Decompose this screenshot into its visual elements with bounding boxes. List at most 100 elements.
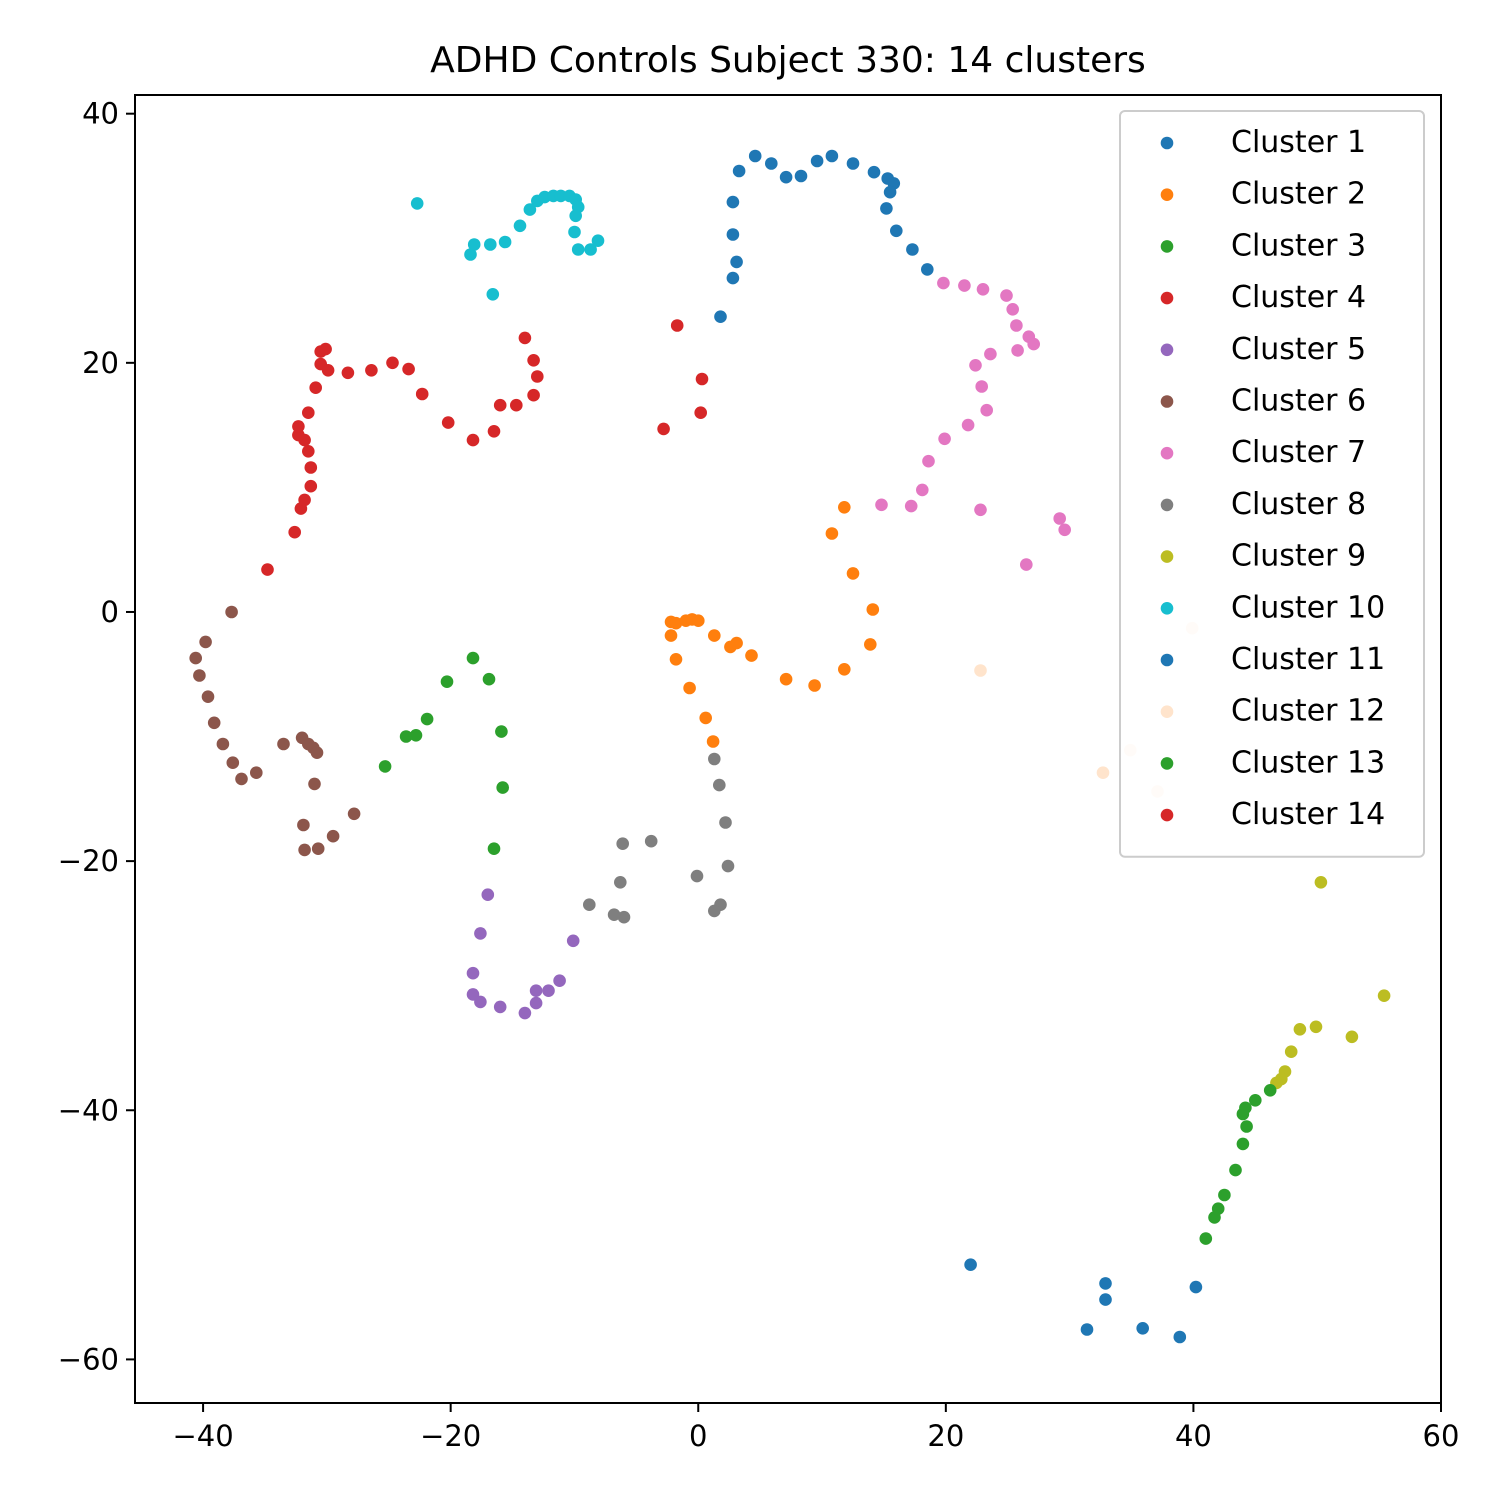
scatter-point-cluster-3	[495, 725, 508, 738]
scatter-point-cluster-3	[399, 730, 413, 743]
scatter-point-cluster-4	[531, 370, 544, 383]
scatter-point-cluster-7	[974, 503, 987, 517]
scatter-point-cluster-2	[706, 735, 720, 748]
scatter-point-cluster-7	[1000, 289, 1013, 302]
legend-marker	[1160, 343, 1174, 357]
scatter-point-cluster-3	[482, 672, 496, 686]
scatter-point-cluster-3	[487, 842, 501, 855]
scatter-point-cluster-4	[298, 493, 311, 507]
scatter-point-cluster-7	[975, 380, 988, 393]
scatter-point-cluster-7	[937, 276, 950, 290]
scatter-point-cluster-1	[748, 149, 762, 163]
scatter-point-cluster-5	[542, 984, 555, 997]
scatter-point-cluster-1	[921, 263, 934, 276]
scatter-point-cluster-4	[695, 372, 709, 386]
x-tick-label: −20	[420, 1419, 481, 1453]
scatter-point-cluster-5	[481, 888, 495, 901]
legend-label: Cluster 11	[1231, 642, 1385, 677]
scatter-point-cluster-2	[808, 679, 821, 692]
scatter-point-cluster-11	[1099, 1277, 1112, 1290]
scatter-point-cluster-6	[310, 746, 324, 759]
scatter-point-cluster-6	[216, 737, 230, 751]
scatter-point-cluster-4	[527, 388, 540, 402]
scatter-point-cluster-5	[529, 996, 543, 1010]
scatter-point-cluster-7	[961, 418, 975, 432]
legend-marker	[1160, 808, 1174, 822]
scatter-point-cluster-2	[825, 527, 839, 540]
legend-label: Cluster 3	[1231, 228, 1366, 263]
scatter-point-cluster-7	[1053, 512, 1066, 525]
scatter-point-cluster-1	[880, 202, 893, 215]
scatter-point-cluster-9	[1345, 1030, 1359, 1044]
scatter-point-cluster-2	[683, 681, 696, 695]
scatter-point-cluster-1	[732, 164, 746, 178]
scatter-point-cluster-4	[302, 406, 315, 420]
legend-label: Cluster 9	[1231, 539, 1366, 574]
scatter-point-cluster-11	[1136, 1322, 1149, 1335]
scatter-point-cluster-4	[670, 319, 684, 332]
scatter-point-cluster-10	[467, 238, 481, 251]
scatter-point-cluster-8	[713, 778, 726, 792]
scatter-point-cluster-13	[1208, 1211, 1221, 1224]
legend-label: Cluster 10	[1231, 590, 1385, 625]
legend-label: Cluster 4	[1231, 280, 1366, 315]
scatter-point-cluster-6	[297, 818, 310, 832]
scatter-point-cluster-3	[409, 729, 423, 742]
scatter-point-cluster-4	[321, 364, 335, 377]
plot-frame	[134, 94, 1442, 1404]
scatter-point-cluster-7	[922, 454, 935, 468]
scatter-point-cluster-10	[571, 243, 585, 256]
scatter-point-cluster-7	[1058, 523, 1071, 537]
x-tick-label: 0	[689, 1419, 707, 1453]
scatter-point-cluster-13	[1263, 1084, 1277, 1097]
legend-marker	[1160, 446, 1174, 460]
scatter-point-cluster-8	[708, 904, 721, 918]
scatter-point-cluster-13	[1199, 1232, 1213, 1245]
scatter-point-cluster-13	[1240, 1120, 1253, 1133]
scatter-point-cluster-6	[193, 669, 206, 682]
scatter-point-cluster-4	[292, 428, 305, 442]
scatter-point-cluster-13	[1229, 1163, 1242, 1177]
scatter-point-cluster-6	[249, 766, 263, 779]
legend-marker	[1160, 395, 1174, 408]
scatter-point-cluster-6	[277, 737, 290, 751]
scatter-point-cluster-4	[402, 362, 415, 376]
scatter-point-cluster-4	[288, 525, 302, 539]
scatter-point-cluster-7	[976, 283, 990, 296]
scatter-point-cluster-8	[721, 859, 735, 873]
scatter-point-cluster-5	[466, 966, 480, 980]
y-tick-label: 0	[101, 595, 119, 629]
scatter-point-cluster-4	[261, 563, 274, 576]
legend-label: Cluster 7	[1231, 435, 1366, 470]
legend-label: Cluster 13	[1231, 745, 1385, 780]
y-tick-label: −20	[58, 844, 119, 878]
scatter-point-cluster-4	[309, 381, 323, 395]
scatter-point-cluster-6	[311, 842, 325, 855]
y-tick-label: 20	[82, 346, 119, 380]
legend-marker	[1160, 550, 1174, 563]
scatter-point-cluster-10	[498, 235, 512, 249]
scatter-point-cluster-10	[410, 197, 424, 210]
legend: Cluster 1 Cluster 2 Cluster 3 Cluster 4 Clus…	[1119, 110, 1425, 858]
scatter-point-cluster-3	[378, 760, 392, 773]
scatter-point-cluster-6	[226, 756, 240, 769]
scatter-point-cluster-7	[875, 498, 888, 512]
scatter-point-cluster-6	[347, 807, 361, 821]
scatter-point-cluster-10	[569, 209, 582, 223]
scatter-point-cluster-9	[1284, 1045, 1298, 1058]
scatter-point-cluster-2	[669, 616, 683, 630]
scatter-point-cluster-8	[617, 910, 631, 924]
scatter-point-cluster-13	[1249, 1094, 1262, 1107]
scatter-point-cluster-8	[708, 752, 721, 766]
scatter-point-cluster-3	[440, 675, 454, 688]
scatter-point-cluster-11	[964, 1258, 977, 1271]
scatter-point-cluster-1	[890, 224, 903, 238]
scatter-point-cluster-10	[464, 248, 477, 261]
legend-label: Cluster 12	[1231, 694, 1385, 729]
scatter-point-cluster-9	[1377, 989, 1391, 1002]
scatter-point-cluster-7	[984, 347, 997, 361]
scatter-point-cluster-7	[969, 359, 982, 372]
scatter-point-cluster-10	[584, 243, 597, 256]
scatter-point-cluster-7	[980, 403, 993, 417]
scatter-point-cluster-13	[1218, 1188, 1231, 1202]
